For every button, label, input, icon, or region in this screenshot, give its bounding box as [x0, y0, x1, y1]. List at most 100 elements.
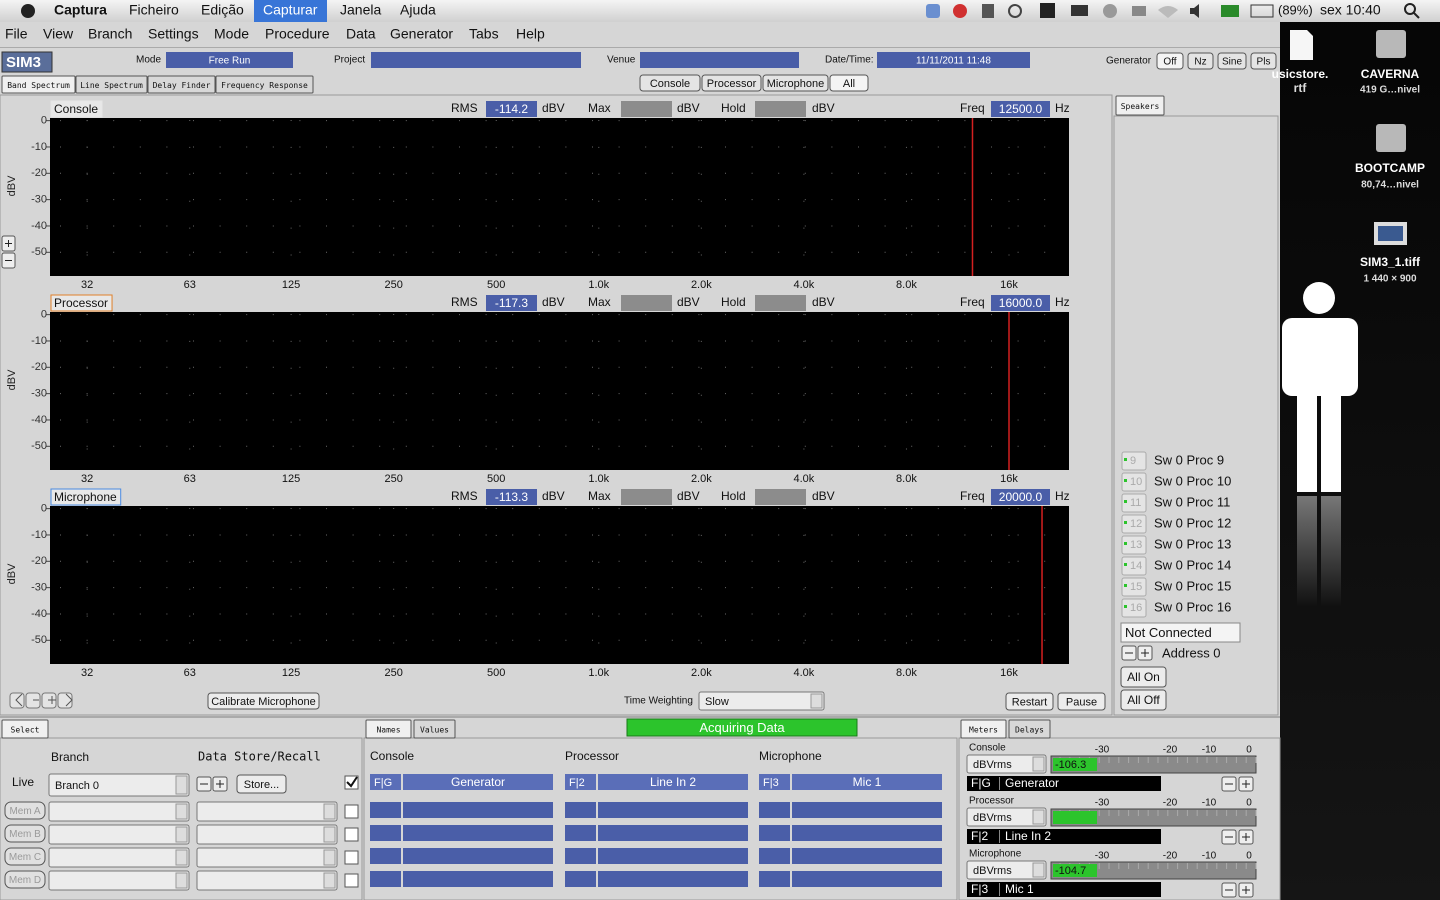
generator-button[interactable] [1187, 52, 1214, 70]
icon-title[interactable]: usicstore. [1272, 67, 1329, 81]
value-box[interactable] [598, 774, 748, 790]
value-box[interactable] [166, 52, 293, 68]
empty-slot[interactable] [403, 871, 553, 887]
value-box[interactable] [759, 774, 790, 790]
menubar-item[interactable]: Ajuda [400, 2, 436, 18]
value-box[interactable] [371, 52, 581, 68]
rtf-icon[interactable] [1290, 30, 1313, 60]
view-button[interactable] [701, 74, 762, 92]
speaker-num-box[interactable] [1121, 472, 1147, 492]
empty-slot[interactable] [792, 802, 942, 818]
value-box[interactable] [403, 774, 553, 790]
nav-button[interactable] [57, 692, 73, 709]
empty-slot[interactable] [565, 848, 596, 864]
generator-button[interactable] [1156, 52, 1184, 70]
empty-slot[interactable] [370, 825, 401, 841]
status-icon[interactable] [926, 4, 940, 18]
dropdown[interactable] [48, 870, 190, 891]
menubar-item[interactable]: Ficheiro [129, 2, 179, 18]
tab[interactable] [1115, 95, 1165, 116]
tab[interactable] [1, 719, 49, 739]
tab[interactable] [1008, 719, 1051, 739]
status-icon[interactable] [1132, 6, 1146, 16]
speaker-num-box[interactable] [1121, 556, 1147, 576]
dropdown[interactable] [48, 773, 190, 797]
empty-slot[interactable] [792, 848, 942, 864]
menubar-item[interactable]: Edição [201, 2, 244, 18]
empty-slot[interactable] [403, 848, 553, 864]
icon-title[interactable]: SIM3_1.tiff [1360, 255, 1421, 269]
plot-area[interactable] [50, 312, 1069, 470]
status-icon[interactable] [1221, 5, 1239, 17]
tab[interactable] [1, 75, 76, 94]
button[interactable] [1057, 692, 1106, 711]
status-icon[interactable] [1190, 4, 1199, 18]
empty-slot[interactable] [759, 871, 790, 887]
empty-slot[interactable] [565, 825, 596, 841]
value-box[interactable] [370, 774, 401, 790]
dropdown[interactable] [196, 801, 338, 822]
generator-button[interactable] [1250, 52, 1277, 70]
menu-item[interactable]: File [5, 26, 28, 42]
menu-item[interactable]: View [43, 26, 74, 42]
tab[interactable] [215, 75, 314, 94]
speaker-num-box[interactable] [1121, 493, 1147, 513]
empty-slot[interactable] [598, 825, 748, 841]
empty-slot[interactable] [598, 871, 748, 887]
menu-item[interactable]: Help [516, 26, 545, 42]
search-icon[interactable] [1404, 3, 1416, 15]
icon-title[interactable]: BOOTCAMP [1355, 161, 1425, 175]
status-icon[interactable] [1103, 4, 1117, 18]
menu-item[interactable]: Settings [148, 26, 199, 42]
checkbox[interactable] [344, 873, 359, 888]
empty-slot[interactable] [598, 802, 748, 818]
empty-slot[interactable] [370, 871, 401, 887]
apple-icon[interactable] [21, 4, 35, 18]
disk-icon[interactable] [1376, 124, 1406, 152]
menu-item[interactable]: Generator [390, 26, 453, 42]
menu-item[interactable]: Tabs [469, 26, 499, 42]
status-icon[interactable] [1071, 5, 1088, 16]
empty-slot[interactable] [565, 802, 596, 818]
button[interactable] [4, 824, 46, 843]
dropdown[interactable] [48, 824, 190, 845]
view-button[interactable] [762, 74, 829, 92]
view-button[interactable] [829, 74, 869, 92]
empty-slot[interactable] [403, 825, 553, 841]
button[interactable] [236, 774, 287, 794]
empty-slot[interactable] [759, 802, 790, 818]
dropdown[interactable] [196, 847, 338, 868]
speaker-num-box[interactable] [1121, 535, 1147, 555]
empty-slot[interactable] [403, 802, 553, 818]
tab[interactable] [960, 719, 1007, 739]
dropdown[interactable] [966, 807, 1047, 827]
status-icon[interactable] [953, 4, 967, 18]
empty-slot[interactable] [565, 871, 596, 887]
empty-slot[interactable] [370, 848, 401, 864]
tab[interactable] [365, 719, 412, 739]
status-icon[interactable] [982, 4, 994, 18]
status-icon[interactable] [1008, 4, 1022, 18]
dropdown[interactable] [966, 860, 1047, 880]
tab[interactable] [413, 719, 456, 739]
empty-slot[interactable] [792, 871, 942, 887]
menu-item[interactable]: Data [346, 26, 376, 42]
menu-item[interactable]: Branch [88, 26, 132, 42]
button[interactable] [1120, 666, 1167, 688]
empty-slot[interactable] [370, 802, 401, 818]
button[interactable] [4, 801, 46, 820]
empty-slot[interactable] [598, 848, 748, 864]
menubar-item[interactable]: Capturar [263, 2, 318, 18]
plot-area[interactable] [50, 118, 1069, 276]
button[interactable] [1120, 689, 1167, 711]
dropdown[interactable] [48, 801, 190, 822]
menubar-item[interactable]: Janela [340, 2, 381, 18]
speaker-num-box[interactable] [1121, 577, 1147, 597]
view-button[interactable] [639, 74, 701, 92]
generator-button[interactable] [1217, 52, 1247, 70]
checkbox[interactable] [344, 827, 359, 842]
empty-slot[interactable] [759, 848, 790, 864]
menu-item[interactable]: Procedure [265, 26, 330, 42]
plot-area[interactable] [50, 506, 1069, 664]
speaker-num-box[interactable] [1121, 514, 1147, 534]
